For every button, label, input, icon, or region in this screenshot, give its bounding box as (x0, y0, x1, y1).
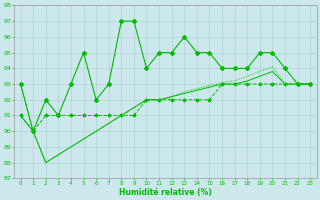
X-axis label: Humidité relative (%): Humidité relative (%) (119, 188, 212, 197)
